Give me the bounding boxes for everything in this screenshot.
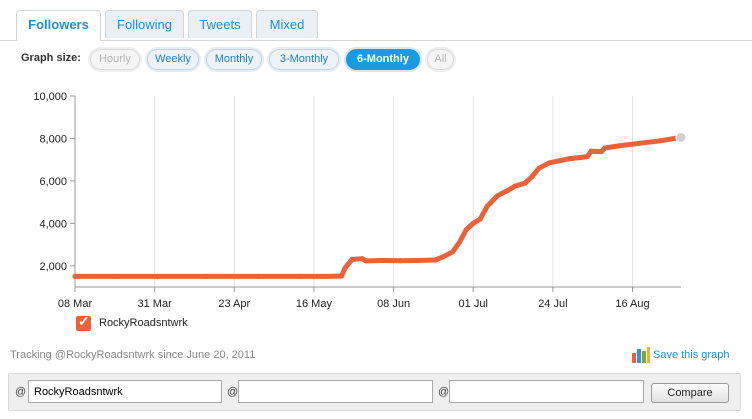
data-point [297, 273, 303, 279]
y-tick-label: 8,000 [39, 133, 67, 145]
tracking-text: Tracking @RockyRoadsntwrk since June 20,… [10, 349, 256, 361]
data-point [529, 174, 535, 180]
y-tick-label: 6,000 [39, 176, 67, 188]
y-tick-label: 2,000 [39, 261, 67, 273]
data-point [349, 256, 355, 262]
y-tick-label: 4,000 [39, 218, 67, 230]
data-point [494, 193, 500, 199]
data-point [585, 153, 591, 159]
at-symbol-1: @ [15, 386, 27, 398]
data-point [657, 138, 663, 144]
data-point [155, 273, 161, 279]
data-point [204, 273, 210, 279]
save-graph-label: Save this graph [653, 349, 730, 361]
x-tick-label: 31 Mar [138, 298, 173, 310]
graph-size-hourly-button[interactable]: Hourly [90, 49, 140, 70]
bar-chart-icon [632, 347, 650, 363]
data-point [325, 273, 331, 279]
x-tick-label: 16 May [296, 298, 333, 310]
tab-mixed[interactable]: Mixed [256, 10, 318, 38]
data-point [567, 156, 573, 162]
graph-size-monthly-button[interactable]: Monthly [206, 49, 262, 70]
at-symbol-3: @ [438, 386, 450, 398]
data-point [536, 165, 542, 171]
x-tick-label: 08 Mar [58, 298, 93, 310]
compare-username-input-1[interactable] [28, 380, 222, 403]
data-point [522, 180, 528, 186]
y-axis-tick-labels: 2,000 4,000 6,000 8,000 10,000 [33, 91, 67, 273]
end-point-marker [675, 131, 687, 143]
data-point [256, 273, 262, 279]
chart-series [72, 131, 687, 279]
data-point [578, 155, 584, 161]
chart-grid [70, 95, 681, 292]
compare-username-input-3[interactable] [449, 380, 644, 403]
followers-line-chart: 2,000 4,000 6,000 8,000 10,000 08 Mar 31 Mar 2… [33, 91, 687, 310]
data-point [449, 249, 455, 255]
x-tick-label: 16 Aug [615, 298, 649, 310]
data-point [546, 160, 552, 166]
data-point [339, 273, 345, 279]
graph-size-6-monthly-button[interactable]: 6-Monthly [346, 49, 420, 70]
tab-followers[interactable]: Followers [16, 10, 101, 41]
compare-button[interactable]: Compare [651, 383, 729, 403]
legend-label: RockyRoadsntwrk [99, 317, 188, 329]
data-point [636, 140, 642, 146]
data-point [380, 257, 386, 263]
data-point [363, 258, 369, 264]
data-point [484, 203, 490, 209]
data-point [342, 265, 348, 271]
y-tick-label: 10,000 [33, 91, 67, 103]
graph-size-label: Graph size: [21, 52, 81, 64]
x-tick-label: 23 Apr [218, 298, 250, 310]
data-point [598, 149, 604, 155]
data-point [557, 158, 563, 164]
data-point [463, 227, 469, 233]
data-point [588, 148, 594, 154]
x-tick-label: 08 Jun [377, 298, 410, 310]
data-point [616, 143, 622, 149]
data-point [505, 187, 511, 193]
data-point [398, 258, 404, 264]
data-point [432, 257, 438, 263]
data-point [114, 273, 120, 279]
legend-checkbox[interactable]: ✓ [76, 313, 91, 331]
graph-size-3-monthly-button[interactable]: 3-Monthly [269, 49, 339, 70]
compare-username-input-2[interactable] [238, 380, 433, 403]
x-tick-label: 01 Jul [459, 298, 488, 310]
graph-size-weekly-button[interactable]: Weekly [147, 49, 199, 70]
data-point [477, 216, 483, 222]
checkmark-icon: ✓ [78, 313, 90, 329]
at-symbol-2: @ [227, 386, 239, 398]
tab-bar: Followers Following Tweets Mixed [0, 0, 752, 41]
graph-size-all-button[interactable]: All [427, 49, 454, 70]
data-point [72, 273, 78, 279]
data-point [415, 257, 421, 263]
plot-area [75, 96, 681, 287]
data-point [512, 183, 518, 189]
x-tick-label: 24 Jul [538, 298, 567, 310]
data-point [456, 239, 462, 245]
data-point [602, 145, 608, 151]
tab-following[interactable]: Following [105, 10, 184, 38]
data-point [439, 254, 445, 260]
tab-tweets[interactable]: Tweets [188, 10, 252, 38]
data-point [470, 220, 476, 226]
x-axis-tick-labels: 08 Mar 31 Mar 23 Apr 16 May 08 Jun 01 Jul 24 J… [58, 298, 650, 310]
